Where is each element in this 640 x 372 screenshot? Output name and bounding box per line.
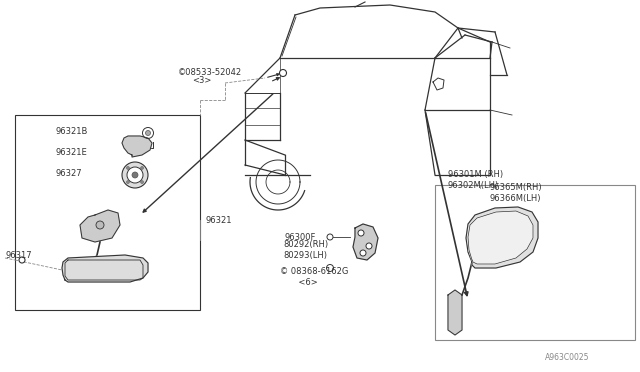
Bar	[15, 115, 200, 310]
Circle shape	[132, 172, 138, 178]
Text: ©08533-52042: ©08533-52042	[178, 67, 242, 77]
Polygon shape	[448, 290, 462, 335]
Circle shape	[358, 230, 364, 236]
Text: A963C0025: A963C0025	[545, 353, 589, 362]
Circle shape	[360, 250, 366, 256]
Circle shape	[366, 243, 372, 249]
Text: 96327: 96327	[55, 169, 82, 177]
Text: 96317: 96317	[5, 250, 31, 260]
Bar	[435, 185, 635, 340]
Text: 96301M (RH)
96302M(LH): 96301M (RH) 96302M(LH)	[448, 170, 503, 190]
Polygon shape	[80, 210, 120, 242]
Circle shape	[326, 264, 333, 272]
Polygon shape	[122, 136, 152, 157]
Text: 96321: 96321	[205, 215, 232, 224]
Text: <3>: <3>	[192, 76, 211, 84]
Polygon shape	[468, 211, 533, 264]
Circle shape	[143, 128, 154, 138]
Text: 80292(RH)
80293(LH): 80292(RH) 80293(LH)	[283, 240, 328, 260]
Circle shape	[127, 167, 143, 183]
Circle shape	[141, 166, 143, 169]
Circle shape	[145, 131, 150, 135]
Circle shape	[127, 166, 129, 169]
Polygon shape	[62, 255, 148, 282]
Text: 96365M(RH)
96366M(LH): 96365M(RH) 96366M(LH)	[490, 183, 543, 203]
Text: 96321E: 96321E	[55, 148, 87, 157]
Circle shape	[19, 257, 25, 263]
Text: © 08368-6162G
       <6>: © 08368-6162G <6>	[280, 267, 348, 287]
Circle shape	[127, 180, 129, 183]
Text: 96321B: 96321B	[55, 126, 88, 135]
Circle shape	[122, 162, 148, 188]
Circle shape	[327, 234, 333, 240]
Circle shape	[280, 70, 287, 77]
Circle shape	[96, 221, 104, 229]
Polygon shape	[353, 224, 378, 260]
Text: 96300F: 96300F	[285, 232, 316, 241]
Circle shape	[141, 180, 143, 183]
Polygon shape	[466, 207, 538, 268]
